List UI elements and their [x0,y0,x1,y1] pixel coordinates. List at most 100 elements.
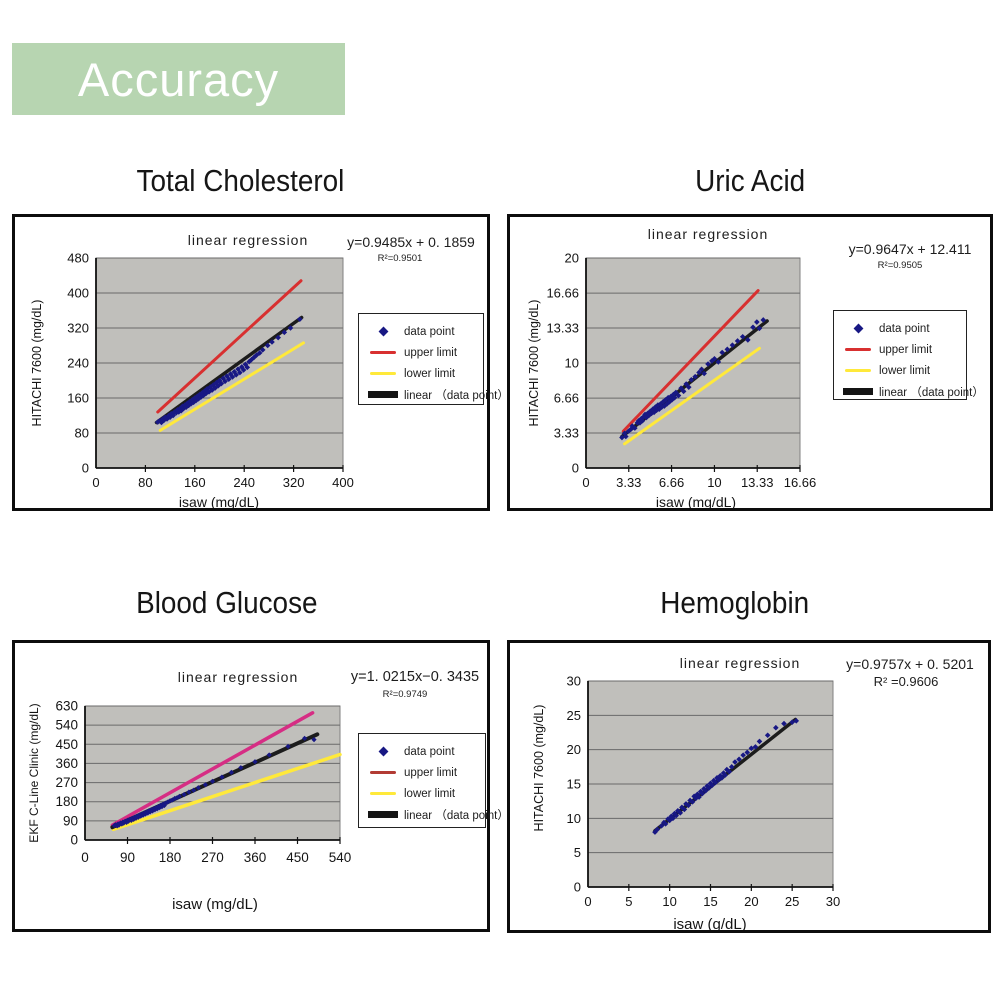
legend-box: data point upper limit lower limit linear （… [358,733,509,828]
total-cholesterol-plot: 0 80 160 240 320 400 480 0 80 160 240 320 400 isaw (m… [30,251,354,509]
legend-item: lower limit [359,363,483,384]
legend-label: data point [879,322,930,335]
x-tick-labels: 0 5 10 15 20 25 30 [584,894,840,909]
lower-limit-line [623,346,761,446]
svg-text:180: 180 [159,850,182,865]
svg-text:20: 20 [744,894,758,909]
svg-text:540: 540 [55,718,78,733]
legend-item: data point [359,321,483,342]
line-swatch-icon [368,811,398,818]
x-tick-marks [628,465,801,472]
svg-text:10: 10 [662,894,676,909]
data-points [154,316,303,426]
svg-text:5: 5 [625,894,632,909]
svg-text:400: 400 [332,475,354,490]
r-squared-value: R² =0.9606 [873,674,939,689]
svg-text:13.33: 13.33 [741,475,774,490]
svg-text:90: 90 [120,850,135,865]
legend-label: data point [404,325,455,338]
svg-text:13.33: 13.33 [546,321,579,336]
regression-equation: y=0.9485x + 0. 1859 [347,234,475,250]
gridlines [588,680,833,854]
svg-text:160: 160 [67,391,89,406]
svg-text:0: 0 [584,894,591,909]
svg-text:180: 180 [55,794,78,809]
section-title-total-cholesterol: Total Cholesterol [136,163,344,198]
svg-text:15: 15 [703,894,717,909]
svg-text:0: 0 [81,850,89,865]
line-swatch-icon [843,347,873,352]
legend-item: data point [359,741,485,762]
legend-label: upper limit [404,766,458,779]
x-tick-labels: 0 80 160 240 320 400 [92,475,353,490]
legend-box: data point upper limit lower limit linear （… [833,310,984,402]
x-axis-title: isaw (mg/dL) [656,494,736,508]
r-squared-value: R²=0.9749 [382,689,428,700]
section-title-blood-glucose: Blood Glucose [136,585,318,620]
svg-text:160: 160 [184,475,206,490]
x-tick-marks [628,884,834,891]
svg-text:240: 240 [67,356,89,371]
svg-text:10: 10 [707,475,721,490]
legend-label: linear （data point） [404,389,509,402]
svg-text:0: 0 [70,833,78,848]
svg-text:25: 25 [567,708,581,723]
legend-label: upper limit [404,346,458,359]
gridlines [85,705,340,822]
legend-item: linear （data point） [359,384,509,405]
y-tick-labels: 0 90 180 270 360 450 540 630 [55,699,78,848]
accuracy-banner: Accuracy [12,43,345,115]
svg-text:400: 400 [67,286,89,301]
svg-text:5: 5 [574,845,581,860]
svg-text:480: 480 [67,251,89,266]
y-axis-title: HITACHI 7600 (mg/dL) [527,300,541,427]
line-swatch-icon [368,791,398,796]
line-swatch-icon [368,770,398,775]
chart-panel-total-cholesterol: 0 80 160 240 320 400 480 0 80 160 240 320 400 isaw (m… [12,214,509,511]
chart-panel-hemoglobin: 0 5 10 15 20 25 30 0 5 10 15 20 25 30 isaw (g/dL) HITAC… [507,640,991,933]
legend-label: data point [404,745,455,758]
legend-item: linear （data point） [834,381,984,402]
svg-text:0: 0 [92,475,99,490]
legend-item: lower limit [834,360,966,381]
lower-limit-line [111,752,342,832]
x-axis-title: isaw (mg/dL) [179,494,259,508]
legend-box: data point upper limit lower limit linear （… [358,313,509,405]
svg-text:10: 10 [567,811,581,826]
svg-text:20: 20 [567,742,581,757]
regression-equation: y=0.9647x + 12.411 [848,241,972,257]
svg-text:3.33: 3.33 [616,475,641,490]
gridlines [96,257,343,434]
legend-label: upper limit [879,343,933,356]
svg-text:0: 0 [572,461,579,476]
line-swatch-icon [843,388,873,395]
chart-panel-uric-acid: 0 3.33 6.66 10 13.33 16.66 20 0 3.33 6.66 10 13.33 1… [507,214,993,511]
x-tick-labels: 0 3.33 6.66 10 13.33 16.66 [582,475,816,490]
svg-text:30: 30 [826,894,840,909]
x-tick-marks [126,837,341,844]
svg-text:30: 30 [567,674,581,689]
svg-text:0: 0 [582,475,589,490]
uric-acid-plot: 0 3.33 6.66 10 13.33 16.66 20 0 3.33 6.66 10 13.33 1… [527,251,816,509]
legend-label: linear （data point） [879,386,984,399]
data-points [111,735,317,829]
svg-text:25: 25 [785,894,799,909]
y-axis-title: EKF C-Line Clinic (mg/dL) [27,703,41,842]
legend-item: lower limit [359,783,485,804]
y-tick-labels: 0 80 160 240 320 400 480 [67,251,89,476]
svg-text:450: 450 [286,850,309,865]
upper-limit-line [156,279,303,414]
svg-text:80: 80 [75,426,89,441]
hemoglobin-plot: 0 5 10 15 20 25 30 0 5 10 15 20 25 30 isaw (g/dL) HITAC… [532,674,840,931]
svg-text:6.66: 6.66 [554,391,579,406]
svg-text:630: 630 [55,699,78,714]
y-tick-labels: 0 5 10 15 20 25 30 [567,674,581,895]
line-swatch-icon [368,350,398,355]
svg-text:10: 10 [565,356,579,371]
chart-title: linear regression [647,226,769,242]
svg-text:540: 540 [329,850,352,865]
upper-limit-line [621,289,760,433]
data-point-marker-icon [368,326,398,337]
line-swatch-icon [368,371,398,376]
svg-text:15: 15 [567,777,581,792]
